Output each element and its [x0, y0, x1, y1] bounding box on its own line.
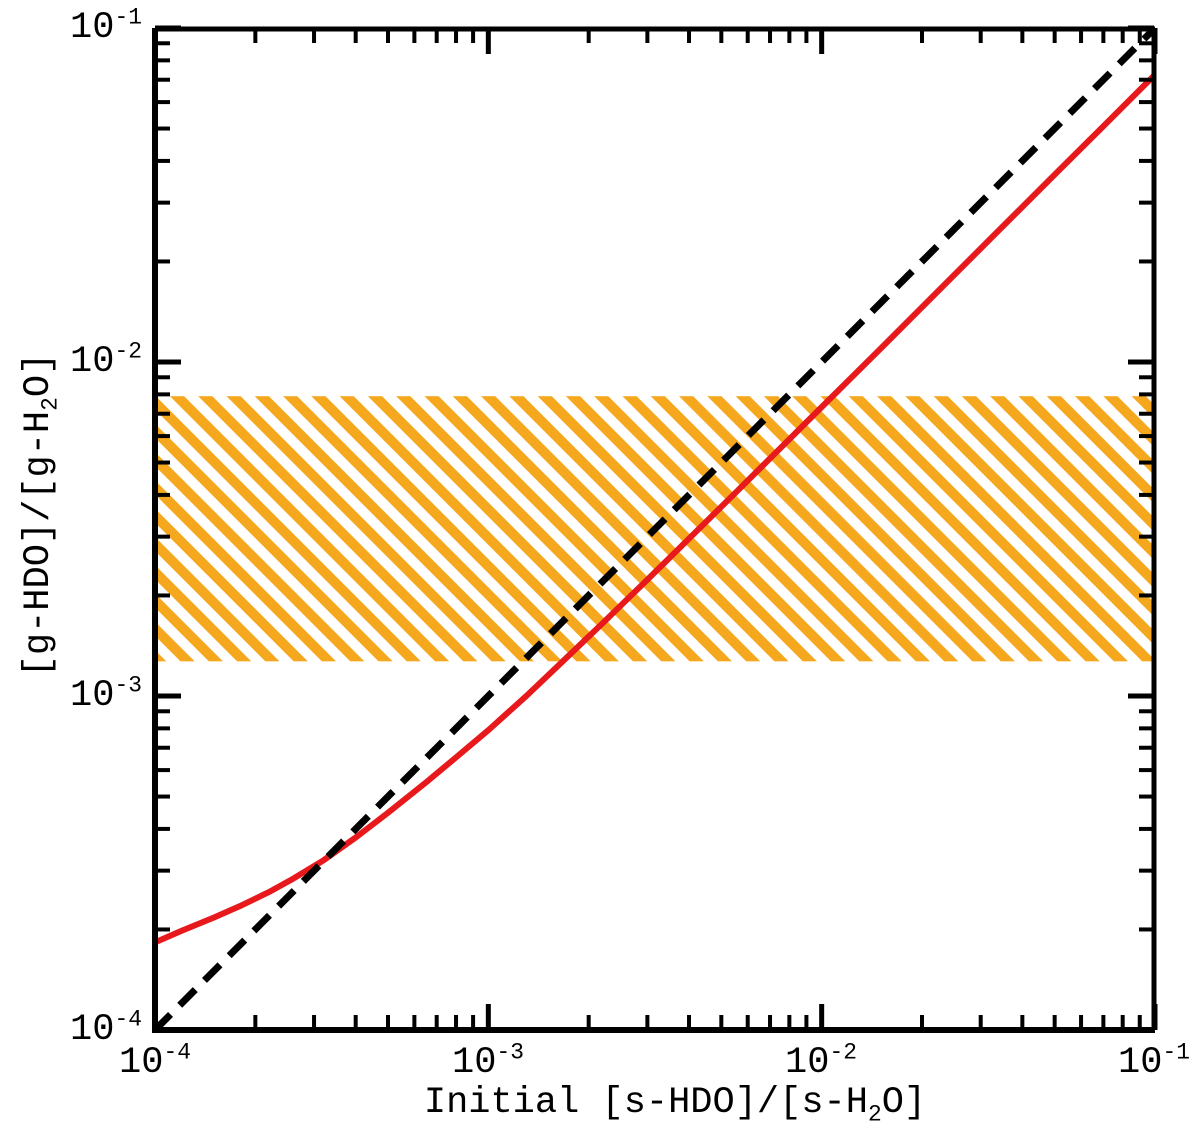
data-curves: [155, 28, 1155, 1030]
ytick-label-1e-4: 10-4: [70, 1006, 142, 1051]
xtick-label-1e-4: 10-4: [119, 1039, 191, 1084]
ytick-label-1e-3: 10-3: [70, 672, 142, 717]
axis-frame: [152, 26, 1157, 1033]
series-one-to-one-line: [155, 28, 1155, 1030]
series-model-line: [155, 71, 1155, 946]
xtick-label-1e-1: 10-1: [1118, 1039, 1190, 1084]
x-axis-label: Initial [s-HDO]/[s-H2O]: [423, 1082, 927, 1128]
xtick-label-1e-2: 10-2: [785, 1039, 857, 1084]
ytick-label-1e-2: 10-2: [70, 338, 142, 383]
axis-ticks: [152, 25, 1158, 1033]
y-axis-label: [g-HDO]/[g-H2O]: [18, 352, 64, 678]
ytick-label-1e-1: 10-1: [70, 4, 142, 49]
xtick-label-1e-3: 10-3: [452, 1039, 524, 1084]
